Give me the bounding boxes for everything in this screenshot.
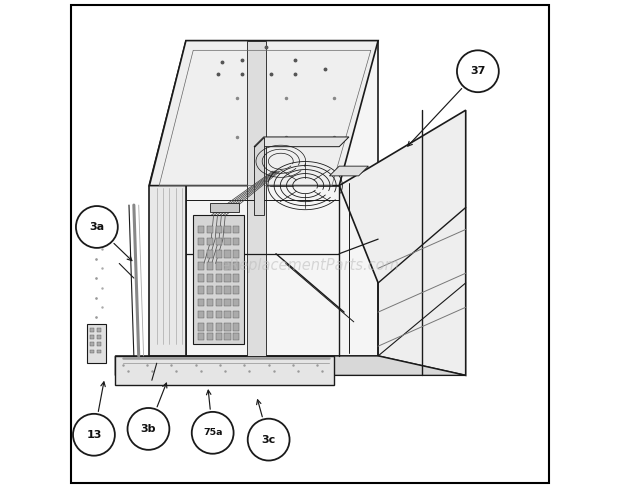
Bar [224, 250, 231, 258]
Bar [233, 225, 239, 233]
Bar [198, 286, 205, 294]
Circle shape [73, 414, 115, 456]
Bar [224, 311, 231, 319]
Bar [224, 299, 231, 306]
Bar [90, 349, 94, 353]
Bar [216, 262, 222, 270]
Bar [233, 323, 239, 330]
Bar [207, 286, 213, 294]
Text: 13: 13 [86, 430, 102, 440]
Text: 3b: 3b [141, 424, 156, 434]
Circle shape [76, 206, 118, 248]
Bar [233, 238, 239, 245]
Bar [207, 311, 213, 319]
Bar [87, 325, 105, 363]
Polygon shape [210, 203, 239, 212]
Bar [233, 286, 239, 294]
Bar [233, 274, 239, 282]
Bar [198, 274, 205, 282]
Bar [216, 274, 222, 282]
Bar [216, 286, 222, 294]
Bar [216, 311, 222, 319]
Bar [207, 250, 213, 258]
Bar [207, 299, 213, 306]
Bar [97, 335, 101, 339]
Polygon shape [247, 41, 266, 356]
Bar [224, 262, 231, 270]
Bar [224, 238, 231, 245]
Bar [207, 262, 213, 270]
Circle shape [128, 408, 169, 450]
Bar [216, 238, 222, 245]
Bar [216, 250, 222, 258]
Bar [90, 342, 94, 346]
Bar [233, 311, 239, 319]
Bar [224, 323, 231, 330]
Bar [207, 332, 213, 340]
Bar [233, 332, 239, 340]
Bar [233, 299, 239, 306]
Bar [90, 335, 94, 339]
Bar [233, 262, 239, 270]
Text: 75a: 75a [203, 428, 223, 437]
Bar [216, 299, 222, 306]
Text: 37: 37 [470, 66, 485, 76]
Bar [97, 349, 101, 353]
Bar [207, 238, 213, 245]
Polygon shape [149, 41, 378, 185]
Polygon shape [186, 41, 378, 356]
Circle shape [248, 419, 290, 461]
Bar [224, 274, 231, 282]
Circle shape [457, 50, 499, 92]
Polygon shape [339, 110, 466, 375]
Bar [216, 323, 222, 330]
Polygon shape [329, 166, 368, 176]
Bar [198, 238, 205, 245]
Bar [224, 286, 231, 294]
Text: 3c: 3c [262, 435, 276, 445]
Bar [97, 342, 101, 346]
Bar [198, 311, 205, 319]
Bar [207, 274, 213, 282]
Bar [207, 225, 213, 233]
Polygon shape [254, 137, 264, 215]
Polygon shape [149, 41, 186, 356]
Bar [198, 332, 205, 340]
Bar [90, 328, 94, 331]
Text: 3a: 3a [89, 222, 104, 232]
Polygon shape [115, 356, 466, 375]
Bar [198, 299, 205, 306]
Bar [216, 332, 222, 340]
Polygon shape [115, 356, 334, 385]
Bar [198, 262, 205, 270]
Polygon shape [254, 137, 349, 147]
Bar [198, 250, 205, 258]
Polygon shape [193, 215, 244, 344]
Bar [198, 323, 205, 330]
Bar [216, 225, 222, 233]
Bar [198, 225, 205, 233]
Bar [207, 323, 213, 330]
Bar [233, 250, 239, 258]
Bar [224, 225, 231, 233]
Circle shape [192, 412, 234, 454]
Bar [97, 328, 101, 331]
Text: eReplacementParts.com: eReplacementParts.com [221, 259, 399, 273]
Bar [224, 332, 231, 340]
